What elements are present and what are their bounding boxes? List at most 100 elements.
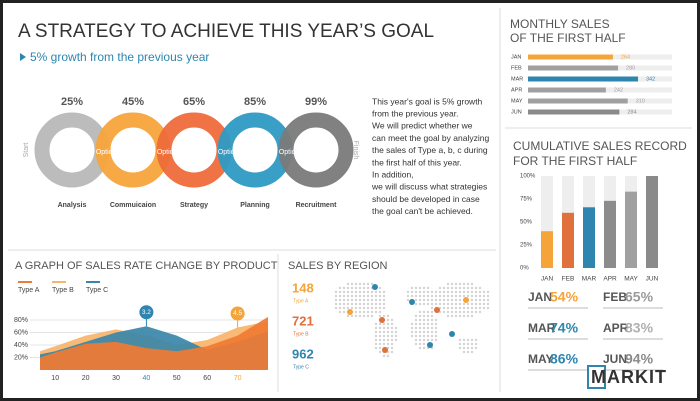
map-dot xyxy=(422,314,426,318)
map-dot xyxy=(350,306,354,310)
map-dot xyxy=(478,294,482,298)
map-dot xyxy=(462,314,466,318)
map-dot xyxy=(378,310,382,314)
map-dot xyxy=(406,294,410,298)
map-dot xyxy=(414,318,418,322)
map-dot xyxy=(466,310,470,314)
chart-title: A GRAPH OF SALES RATE CHANGE BY PRODUCT xyxy=(15,260,278,272)
map-dot xyxy=(438,294,442,298)
bar xyxy=(625,191,637,268)
chart-title: FOR THE FIRST HALF xyxy=(513,154,637,168)
map-dot xyxy=(470,350,474,354)
map-dot xyxy=(386,330,390,334)
annotation-label: 3.2 xyxy=(142,309,151,316)
map-dot xyxy=(458,342,462,346)
map-dot xyxy=(442,302,446,306)
map-dot xyxy=(362,306,366,310)
region-value: 962 xyxy=(292,346,314,361)
stat-month: MAY xyxy=(528,352,554,366)
step-label: Commuicaion xyxy=(110,202,156,209)
map-dot xyxy=(410,330,414,334)
bar xyxy=(528,76,638,82)
map-dot xyxy=(434,322,438,326)
map-dot xyxy=(350,314,354,318)
map-dot xyxy=(418,330,422,334)
map-dot xyxy=(390,334,394,338)
map-dot xyxy=(442,286,446,290)
map-dot xyxy=(334,302,338,306)
map-dot xyxy=(342,286,346,290)
map-dot xyxy=(366,282,370,286)
map-dot xyxy=(418,326,422,330)
map-dot xyxy=(366,286,370,290)
map-dot xyxy=(446,282,450,286)
map-dot xyxy=(466,282,470,286)
map-dot xyxy=(374,298,378,302)
map-dot xyxy=(366,294,370,298)
map-dot xyxy=(458,306,462,310)
map-dot xyxy=(466,342,470,346)
map-dot xyxy=(386,334,390,338)
map-dot xyxy=(374,338,378,342)
map-dot xyxy=(378,342,382,346)
map-dot xyxy=(374,326,378,330)
map-dot xyxy=(462,306,466,310)
map-dot xyxy=(474,342,478,346)
value-label: 284 xyxy=(627,109,636,115)
map-dot xyxy=(446,294,450,298)
map-dot xyxy=(454,294,458,298)
map-dot xyxy=(390,322,394,326)
map-dot xyxy=(426,286,430,290)
legend-label: Type B xyxy=(52,287,74,294)
category-label: MAR xyxy=(511,76,523,82)
map-dot xyxy=(362,294,366,298)
map-dot xyxy=(462,346,466,350)
bar xyxy=(646,176,658,268)
map-dot xyxy=(346,294,350,298)
map-dot xyxy=(466,302,470,306)
map-dot xyxy=(470,282,474,286)
map-dot xyxy=(478,290,482,294)
map-dot xyxy=(414,322,418,326)
map-dot xyxy=(382,354,386,358)
map-dot xyxy=(414,342,418,346)
map-dot xyxy=(350,298,354,302)
map-dot xyxy=(486,302,490,306)
map-dot xyxy=(354,306,358,310)
map-dot xyxy=(414,314,418,318)
chart-title: CUMULATIVE SALES RECORD xyxy=(513,139,687,153)
map-dot xyxy=(354,310,358,314)
map-dot xyxy=(426,302,430,306)
x-tick-label: 60 xyxy=(203,375,211,382)
map-dot xyxy=(474,286,478,290)
step-percent: 45% xyxy=(122,96,144,108)
map-dot xyxy=(410,290,414,294)
map-dot xyxy=(342,310,346,314)
map-dot xyxy=(366,290,370,294)
map-dot xyxy=(450,282,454,286)
map-dot xyxy=(342,294,346,298)
map-dot xyxy=(470,338,474,342)
region-label: Type A xyxy=(293,298,309,304)
bar xyxy=(604,200,616,268)
map-dot xyxy=(378,286,382,290)
map-dot xyxy=(434,326,438,330)
map-dot xyxy=(386,342,390,346)
map-dot xyxy=(358,298,362,302)
process-ring xyxy=(278,112,354,188)
description-line: In addition, xyxy=(372,169,414,179)
map-dot xyxy=(474,298,478,302)
map-dot xyxy=(466,290,470,294)
map-dot xyxy=(482,306,486,310)
map-dot xyxy=(422,290,426,294)
map-dot xyxy=(358,310,362,314)
map-dot xyxy=(474,290,478,294)
bar xyxy=(528,65,619,71)
stat-month: APR xyxy=(603,321,629,335)
annotation-pin xyxy=(230,306,245,321)
map-dot xyxy=(338,294,342,298)
step-option: Option 02 xyxy=(157,149,187,156)
map-dot xyxy=(374,330,378,334)
map-dot xyxy=(470,294,474,298)
map-dot xyxy=(454,298,458,302)
